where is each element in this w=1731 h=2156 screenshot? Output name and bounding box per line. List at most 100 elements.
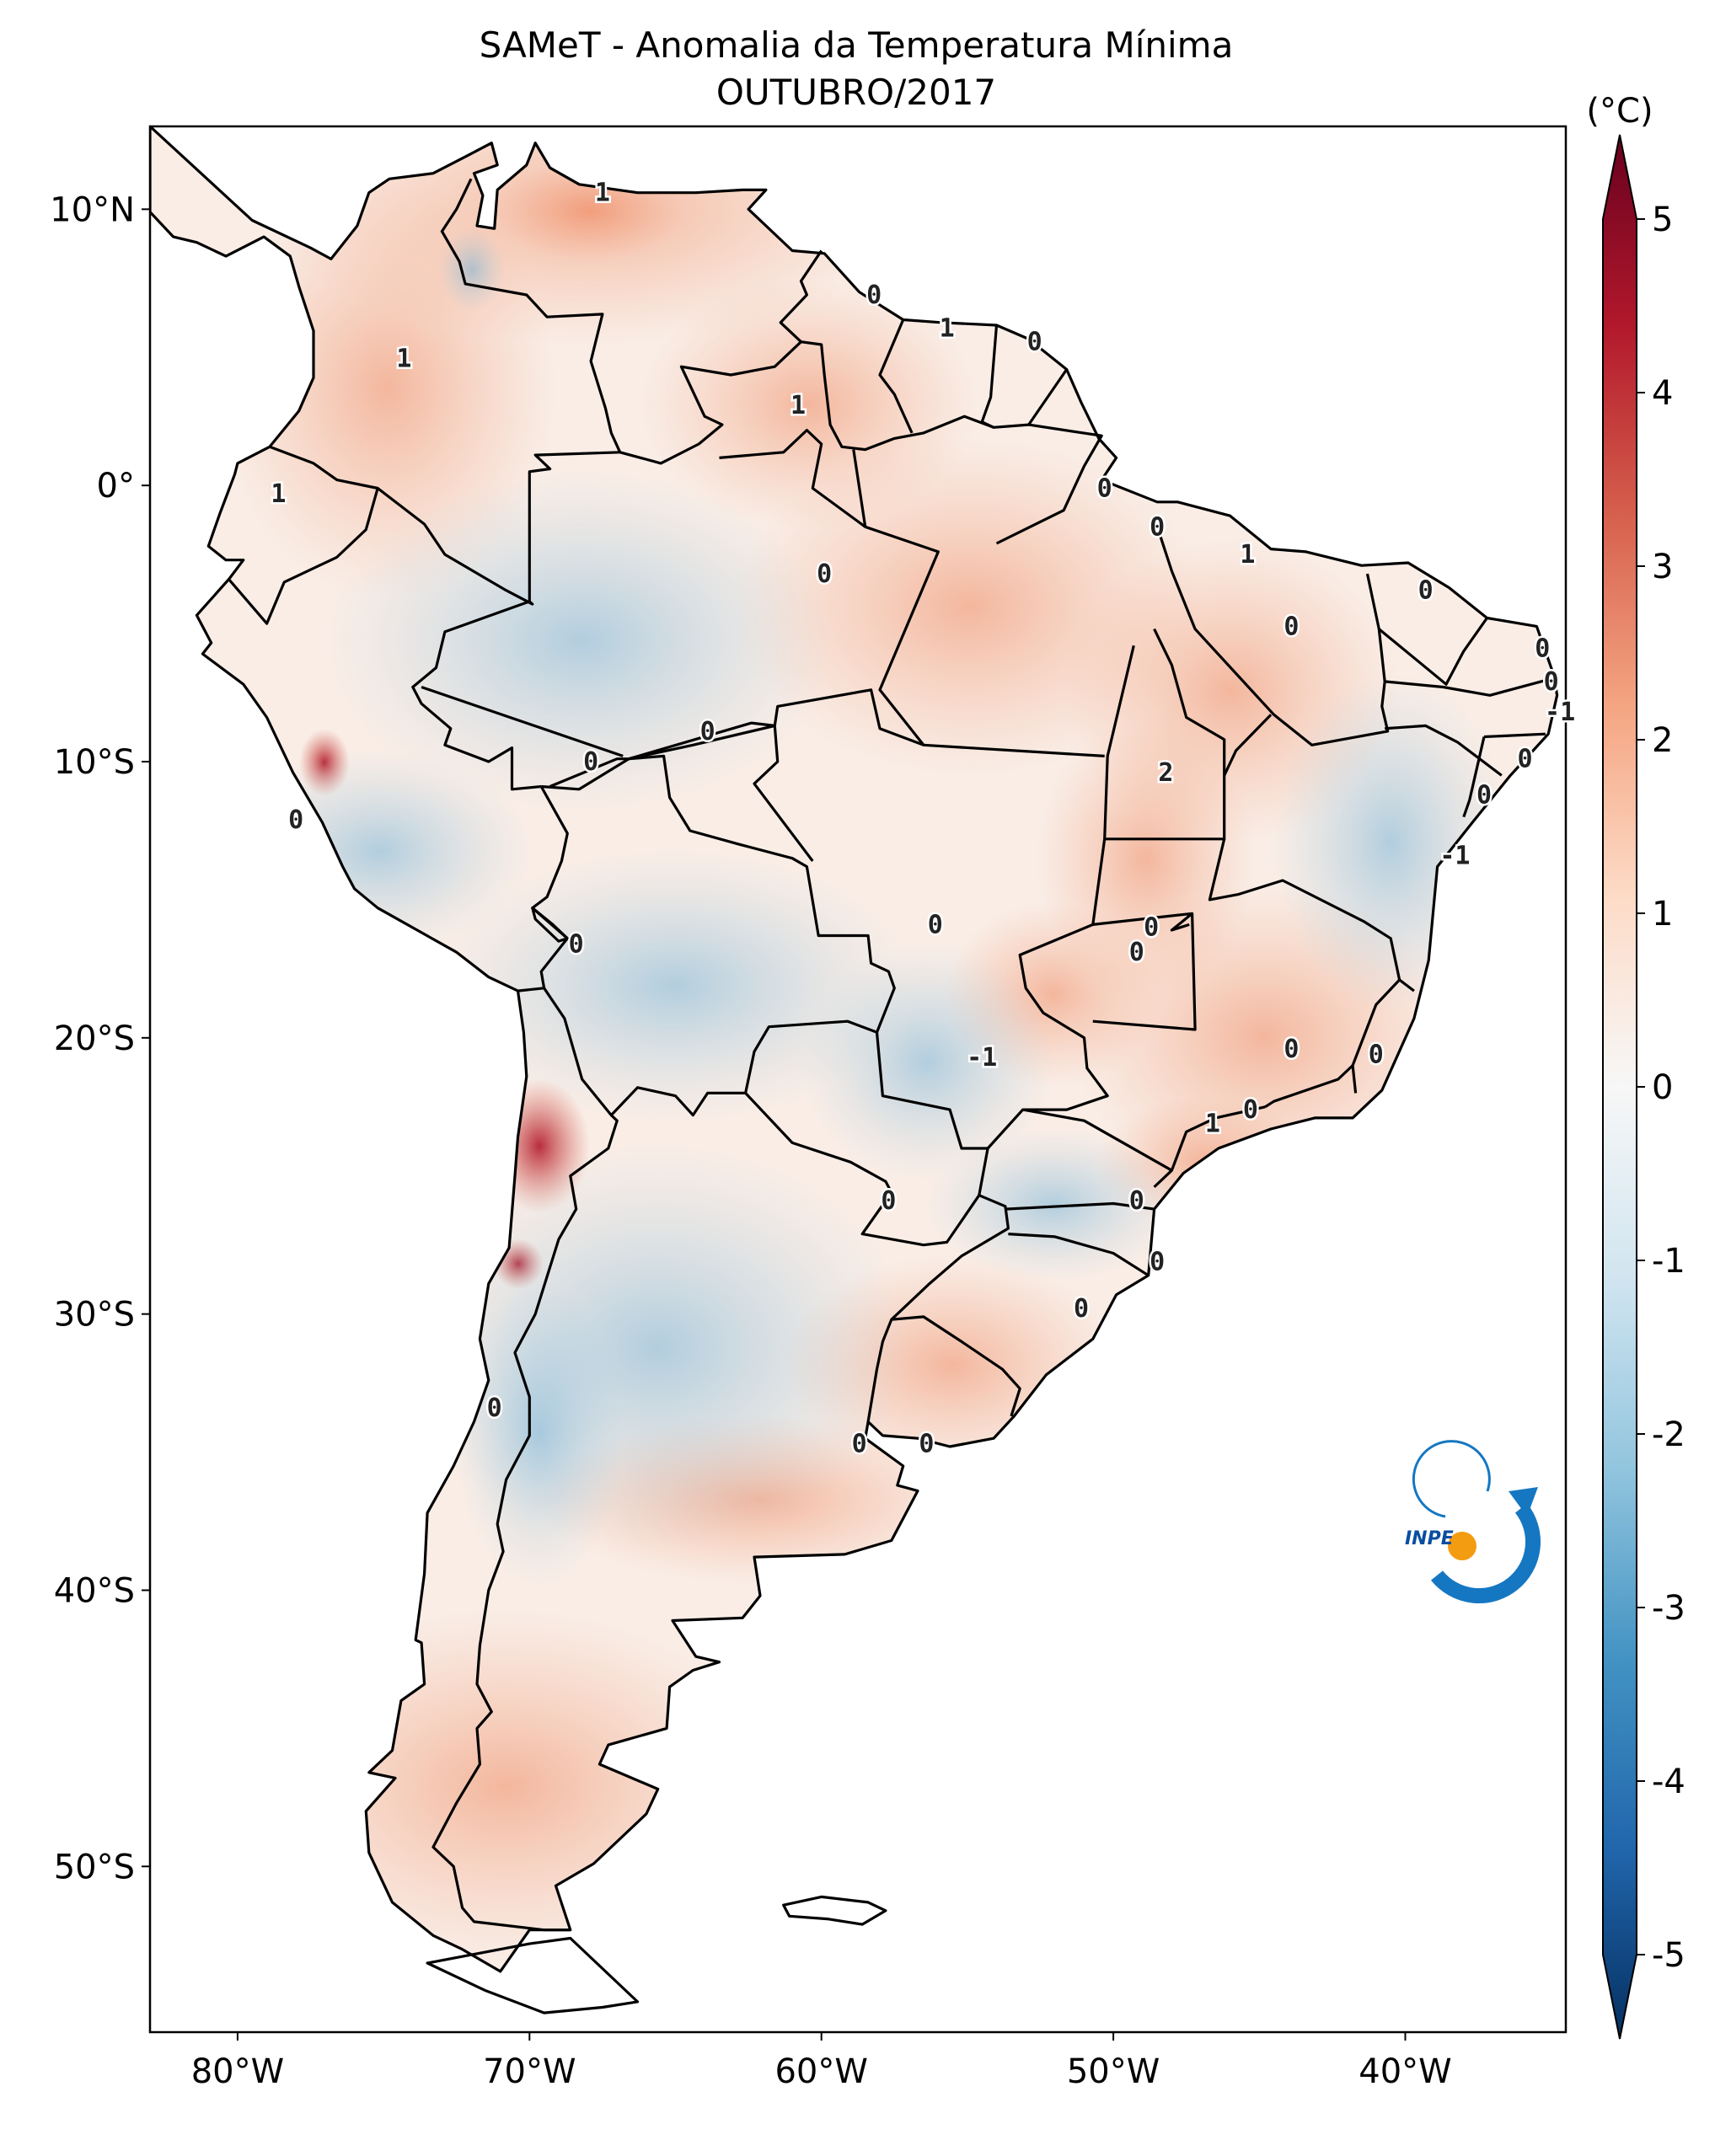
border-line [541, 754, 896, 1033]
colorbar-tick-label: -2 [1652, 1415, 1685, 1454]
y-axis-ticks: 10°N 0° 10°S 20°S 30°S 40°S 50°S [50, 190, 150, 1886]
contour-label: 0 [1517, 745, 1532, 774]
border-line [866, 1194, 1010, 1422]
logo-dot [1448, 1532, 1476, 1560]
contour-label: -1 [1439, 842, 1470, 871]
border-line [431, 987, 619, 1932]
map-subtitle: OUTUBRO/2017 [716, 72, 996, 113]
border-line [628, 724, 775, 761]
contour-label: 1 [940, 313, 955, 343]
border-line [878, 318, 914, 434]
contour-label: 0 [1150, 512, 1165, 542]
contour-label: 1 [1205, 1110, 1220, 1139]
contour-label: 0 [928, 910, 943, 939]
border-line [411, 600, 542, 791]
contour-label: 0 [919, 1430, 934, 1459]
contour-label: 1 [790, 391, 806, 420]
contour-label: 1 [1240, 540, 1255, 570]
contour-label: -1 [967, 1043, 997, 1073]
contour-label: 1 [396, 344, 411, 373]
colorbar-tick-label: -5 [1652, 1936, 1685, 1975]
contour-label: 0 [1476, 780, 1492, 810]
contour-label: 0 [1284, 612, 1299, 641]
border-line [891, 1315, 1021, 1417]
border-line [1208, 838, 1401, 1094]
colorbar-tick-label: 2 [1652, 721, 1673, 760]
contour-label: 1 [595, 179, 610, 208]
border-line [1385, 677, 1552, 697]
border-line [610, 1019, 878, 1117]
contour-label: 2 [1158, 758, 1173, 788]
contour-label: 0 [866, 281, 882, 310]
border-line [1022, 1108, 1173, 1172]
x-tick-label: 70°W [483, 2052, 576, 2091]
border-line [1223, 714, 1273, 777]
inpe-logo: INPE [1405, 1440, 1541, 1604]
colorbar-tick-label: 5 [1652, 201, 1673, 239]
contour-label: 0 [1284, 1035, 1299, 1064]
contour-label: 0 [1544, 667, 1559, 697]
border-line [753, 725, 814, 862]
border-line [440, 178, 622, 453]
y-tick-label: 50°S [54, 1848, 135, 1886]
y-tick-label: 10°S [54, 743, 135, 782]
falkland-islands [782, 1895, 887, 1926]
x-tick-label: 60°W [774, 2052, 867, 2091]
border-line [719, 429, 866, 528]
border-line [1378, 617, 1488, 686]
logo-text: INPE [1405, 1528, 1454, 1549]
y-tick-label: 30°S [54, 1296, 135, 1335]
border-line [549, 688, 1105, 788]
x-tick-label: 40°W [1359, 2052, 1451, 2091]
border-line [1264, 1064, 1354, 1109]
colorbar-tick-label: 1 [1652, 895, 1673, 934]
colorbar-tick-label: -3 [1652, 1589, 1685, 1628]
x-tick-label: 50°W [1067, 2052, 1160, 2091]
contour-label: 0 [817, 559, 832, 589]
y-tick-label: 40°S [54, 1571, 135, 1610]
logo-inner-arc [1412, 1440, 1491, 1518]
x-axis-ticks: 80°W 70°W 60°W 50°W 40°W [191, 2032, 1452, 2091]
map-title: SAMeT - Anomalia da Temperatura Mínima [480, 24, 1234, 66]
contour-label: 0 [1129, 938, 1144, 967]
border-line [1008, 1233, 1150, 1277]
contour-label: 0 [487, 1394, 502, 1423]
contour-label: 0 [1027, 328, 1042, 357]
tierra-del-fuego [426, 1936, 640, 2014]
political-borders [228, 178, 1552, 2014]
colorbar-bar [1602, 134, 1637, 2040]
x-tick-label: 80°W [191, 2052, 284, 2091]
border-line [1398, 978, 1415, 992]
border-line [1483, 732, 1546, 739]
contour-label: 0 [881, 1186, 896, 1216]
contour-label: 0 [1144, 913, 1159, 943]
colorbar-ticks: 5 4 3 2 1 0 -1 -2 -3 -4 -5 [1637, 201, 1685, 1975]
border-line [228, 488, 379, 625]
contour-label: 1 [271, 479, 286, 509]
colorbar-tick-label: 3 [1652, 548, 1673, 586]
contour-label: 0 [288, 805, 303, 835]
contour-label: -1 [1545, 698, 1575, 727]
border-line [1153, 1105, 1266, 1189]
border-line [779, 249, 1069, 452]
logo-arrow [1509, 1487, 1538, 1517]
colorbar-unit: (°C) [1586, 92, 1653, 131]
colorbar: (°C) 5 4 3 2 1 0 -1 -2 -3 -4 -5 [1586, 92, 1685, 2040]
contour-label: 0 [852, 1430, 867, 1459]
border-line [517, 785, 569, 992]
logo-arc [1430, 1503, 1541, 1604]
border-line [980, 324, 999, 429]
coastline [150, 126, 1559, 1973]
contour-label: 0 [1418, 576, 1434, 606]
border-line [1158, 534, 1390, 746]
map-frame [148, 125, 1568, 2034]
border-line [1092, 912, 1197, 1031]
colorbar-tick-label: 0 [1652, 1068, 1673, 1107]
contour-label: 0 [583, 747, 598, 777]
border-line [852, 449, 940, 746]
contour-label: 0 [1129, 1186, 1144, 1216]
contour-label: 0 [1243, 1095, 1258, 1125]
